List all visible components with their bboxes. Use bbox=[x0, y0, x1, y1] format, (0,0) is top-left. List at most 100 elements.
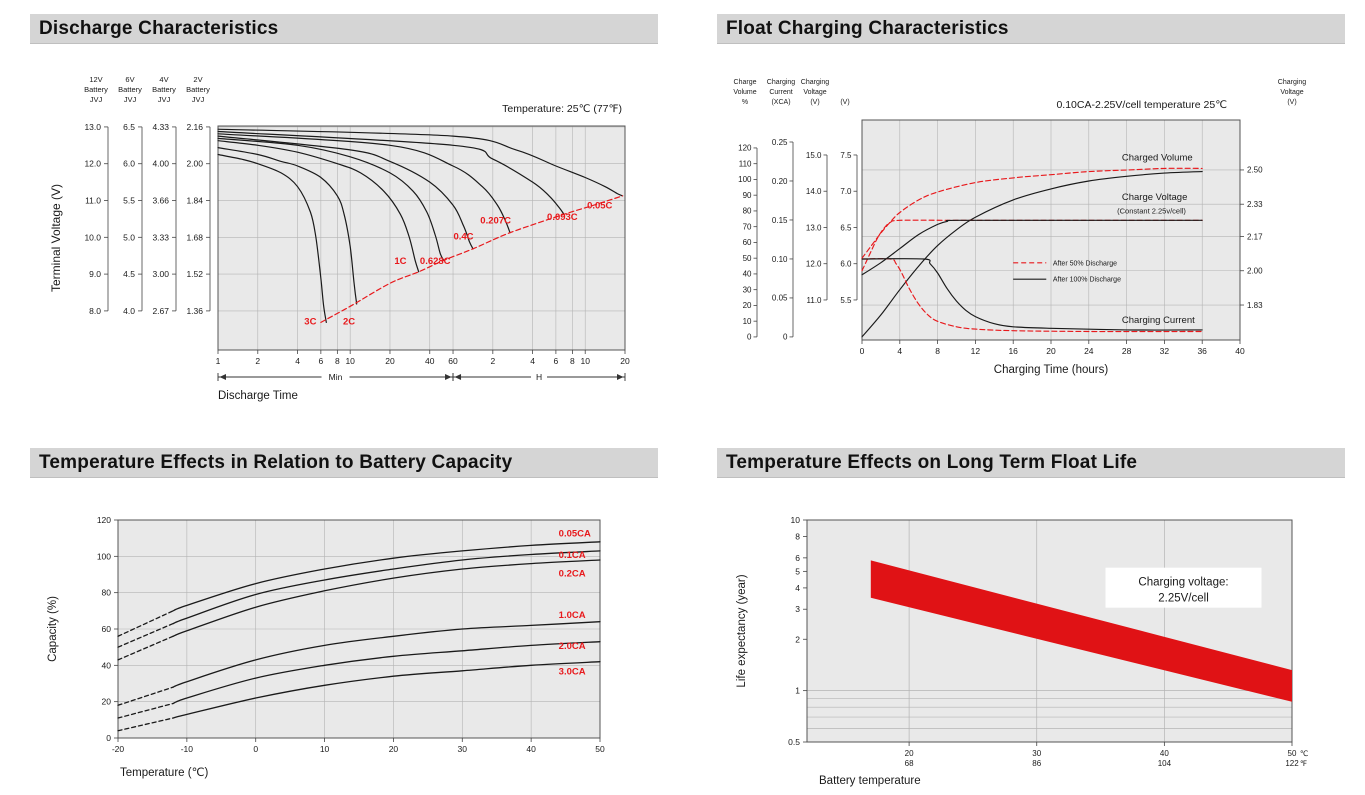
svg-text:0.2CA: 0.2CA bbox=[559, 568, 586, 579]
svg-text:6V: 6V bbox=[125, 75, 134, 84]
svg-text:4.00: 4.00 bbox=[152, 159, 169, 169]
svg-text:70: 70 bbox=[743, 222, 752, 231]
svg-text:Charging voltage:: Charging voltage: bbox=[1138, 577, 1228, 589]
svg-text:2.50: 2.50 bbox=[1247, 166, 1263, 175]
svg-text:Voltage: Voltage bbox=[1280, 89, 1303, 96]
svg-text:H: H bbox=[536, 372, 542, 382]
svg-text:-10: -10 bbox=[181, 744, 194, 754]
svg-text:After 100% Discharge: After 100% Discharge bbox=[1053, 277, 1121, 284]
svg-text:16: 16 bbox=[1008, 346, 1018, 356]
section-discharge: Discharge Characteristics 1 2 4 6 8 10 20 40 60 2… bbox=[30, 14, 658, 414]
section-title-temp-capacity: Temperature Effects in Relation to Batte… bbox=[39, 451, 513, 473]
svg-text:36: 36 bbox=[1197, 346, 1207, 356]
svg-text:2.00: 2.00 bbox=[186, 159, 203, 169]
svg-text:0.05: 0.05 bbox=[772, 294, 788, 303]
svg-text:4.33: 4.33 bbox=[152, 122, 169, 132]
svg-text:10: 10 bbox=[743, 317, 752, 326]
svg-text:6.5: 6.5 bbox=[123, 122, 135, 132]
svg-text:Charge Voltage: Charge Voltage bbox=[1122, 192, 1188, 203]
svg-text:(V): (V) bbox=[1287, 99, 1296, 106]
svg-text:28: 28 bbox=[1122, 346, 1132, 356]
svg-text:20: 20 bbox=[905, 749, 914, 758]
svg-text:1.83: 1.83 bbox=[1247, 301, 1263, 310]
svg-text:120: 120 bbox=[97, 515, 111, 525]
svg-text:5: 5 bbox=[795, 566, 800, 576]
svg-text:4: 4 bbox=[530, 356, 535, 366]
svg-text:Charged Volume: Charged Volume bbox=[1122, 153, 1193, 164]
svg-text:6: 6 bbox=[795, 553, 800, 563]
svg-text:Capacity (%): Capacity (%) bbox=[47, 596, 59, 662]
svg-text:Charging: Charging bbox=[1278, 79, 1307, 86]
svg-text:1: 1 bbox=[216, 356, 221, 366]
svg-text:Battery: Battery bbox=[152, 85, 176, 94]
svg-text:0: 0 bbox=[253, 744, 258, 754]
svg-text:1.68: 1.68 bbox=[186, 232, 203, 242]
svg-text:12.0: 12.0 bbox=[84, 159, 101, 169]
svg-text:40: 40 bbox=[526, 744, 536, 754]
svg-text:2V: 2V bbox=[193, 75, 202, 84]
svg-text:0: 0 bbox=[747, 333, 752, 342]
temp-capacity-chart: -20 -10 0 10 20 30 40 50 0 20 40 60 80 100 120 Capacity… bbox=[30, 492, 658, 792]
svg-text:60: 60 bbox=[102, 624, 112, 634]
svg-text:0: 0 bbox=[106, 733, 111, 743]
svg-text:1.52: 1.52 bbox=[186, 269, 203, 279]
svg-text:104: 104 bbox=[1158, 759, 1172, 768]
svg-text:Discharge Time: Discharge Time bbox=[218, 390, 298, 402]
svg-text:2: 2 bbox=[255, 356, 260, 366]
svg-text:6.0: 6.0 bbox=[840, 260, 852, 269]
float-life-chart-canvas: 1086543210.5206830864010450122℃℉Charging… bbox=[736, 515, 1308, 787]
svg-text:40: 40 bbox=[1235, 346, 1245, 356]
svg-text:6: 6 bbox=[554, 356, 559, 366]
float-life-chart: 10 8 6 5 4 3 2 1 0.5 20 68 30 86 40 104 50 122 ℃ ℉ Charging… bbox=[717, 492, 1345, 792]
svg-text:Battery: Battery bbox=[186, 85, 210, 94]
svg-text:0.25: 0.25 bbox=[772, 138, 788, 147]
svg-text:℉: ℉ bbox=[1300, 759, 1307, 768]
section-title-float-life: Temperature Effects on Long Term Float L… bbox=[726, 451, 1138, 473]
svg-text:50: 50 bbox=[595, 744, 605, 754]
float-charging-chart: 0 4 8 12 16 20 24 28 32 36 40 Charging Time (hours)… bbox=[717, 58, 1345, 388]
svg-text:20: 20 bbox=[743, 301, 752, 310]
svg-text:0.1CA: 0.1CA bbox=[559, 550, 586, 561]
svg-text:℃: ℃ bbox=[1300, 749, 1308, 758]
svg-text:Temperature: 25℃ (77℉): Temperature: 25℃ (77℉) bbox=[502, 103, 622, 115]
svg-text:3.33: 3.33 bbox=[152, 232, 169, 242]
svg-text:Temperature (℃): Temperature (℃) bbox=[120, 767, 208, 779]
svg-text:100: 100 bbox=[97, 551, 111, 561]
svg-text:68: 68 bbox=[905, 759, 914, 768]
svg-text:JVJ: JVJ bbox=[124, 95, 137, 104]
section-header-discharge: Discharge Characteristics bbox=[30, 14, 658, 44]
svg-text:3.66: 3.66 bbox=[152, 196, 169, 206]
svg-text:4V: 4V bbox=[159, 75, 168, 84]
svg-text:2.25V/cell: 2.25V/cell bbox=[1158, 593, 1209, 605]
svg-text:7.5: 7.5 bbox=[840, 151, 852, 160]
svg-text:10: 10 bbox=[320, 744, 330, 754]
svg-text:20: 20 bbox=[1046, 346, 1056, 356]
svg-text:4: 4 bbox=[795, 583, 800, 593]
svg-text:JVJ: JVJ bbox=[158, 95, 171, 104]
svg-text:8: 8 bbox=[570, 356, 575, 366]
discharge-chart-canvas: 1 2 4 6 8 10 20 40 60 2 4 6 8 10 20 Min H Discharge Time T… bbox=[49, 75, 630, 402]
svg-text:2.33: 2.33 bbox=[1247, 200, 1263, 209]
svg-text:0.5: 0.5 bbox=[788, 737, 800, 747]
svg-text:13.0: 13.0 bbox=[806, 223, 822, 232]
svg-text:0.10CA-2.25V/cell temperature: 0.10CA-2.25V/cell temperature 25℃ bbox=[1056, 99, 1227, 111]
svg-text:Min: Min bbox=[329, 372, 343, 382]
svg-text:24: 24 bbox=[1084, 346, 1094, 356]
svg-text:3.00: 3.00 bbox=[152, 269, 169, 279]
svg-text:(XCA): (XCA) bbox=[771, 99, 790, 106]
svg-text:0.093C: 0.093C bbox=[547, 212, 578, 223]
svg-text:(V): (V) bbox=[840, 99, 849, 106]
svg-text:2: 2 bbox=[490, 356, 495, 366]
svg-text:8.0: 8.0 bbox=[89, 306, 101, 316]
svg-text:JVJ: JVJ bbox=[90, 95, 103, 104]
section-header-float-life: Temperature Effects on Long Term Float L… bbox=[717, 448, 1345, 478]
svg-text:0.15: 0.15 bbox=[772, 216, 788, 225]
svg-text:1.0CA: 1.0CA bbox=[559, 610, 586, 621]
svg-text:0.05C: 0.05C bbox=[587, 201, 612, 212]
svg-text:40: 40 bbox=[425, 356, 435, 366]
svg-text:8: 8 bbox=[795, 532, 800, 542]
svg-text:Charging Time (hours): Charging Time (hours) bbox=[994, 364, 1109, 376]
svg-text:40: 40 bbox=[1160, 749, 1169, 758]
svg-text:10.0: 10.0 bbox=[84, 232, 101, 242]
